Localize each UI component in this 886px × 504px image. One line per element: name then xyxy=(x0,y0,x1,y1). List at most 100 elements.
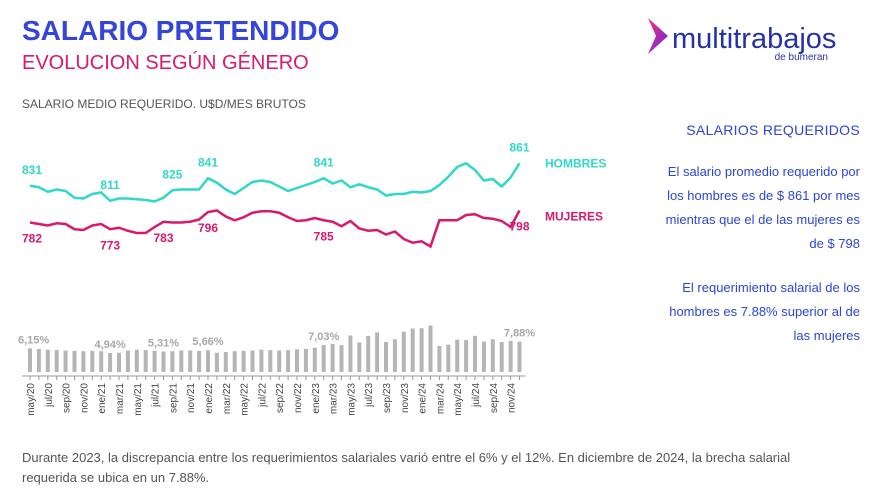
bar xyxy=(375,332,380,372)
bar xyxy=(401,331,406,372)
x-tick-label: nov/22 xyxy=(293,383,304,413)
bar xyxy=(481,341,486,372)
bar xyxy=(90,350,95,372)
x-tick-label: ene/24 xyxy=(418,383,429,414)
bar xyxy=(63,350,68,372)
series-line xyxy=(29,161,521,203)
bar xyxy=(152,350,157,372)
logo-icon xyxy=(648,18,668,54)
bar xyxy=(303,348,308,372)
bar xyxy=(45,349,50,372)
footer-note: Durante 2023, la discrepancia entre los … xyxy=(22,450,791,485)
logo-tagline: de bumeran xyxy=(775,52,828,63)
data-label: 841 xyxy=(198,155,218,169)
x-tick-label: may/24 xyxy=(453,383,464,416)
data-label: 773 xyxy=(100,238,120,252)
data-label: 5,66% xyxy=(192,336,223,348)
x-tick-label: mar/21 xyxy=(115,383,126,415)
bar xyxy=(437,345,442,372)
x-tick-label: may/20 xyxy=(26,383,37,416)
x-tick-label: nov/24 xyxy=(507,383,518,413)
bar xyxy=(366,335,371,372)
bar xyxy=(125,350,130,372)
bar xyxy=(321,344,326,372)
x-tick-label: may/23 xyxy=(346,383,357,416)
bar xyxy=(490,339,495,372)
data-label: 7,03% xyxy=(308,331,339,343)
x-tick-label: sep/23 xyxy=(382,383,393,413)
sidebar: SALARIOS REQUERIDOS El salario promedio … xyxy=(660,118,860,368)
bar xyxy=(419,328,424,372)
bar xyxy=(223,352,228,372)
sidebar-paragraph: El requerimiento salarial de los hombres… xyxy=(669,280,860,343)
bar xyxy=(232,351,237,372)
x-tick-label: nov/21 xyxy=(186,383,197,413)
x-tick-label: ene/22 xyxy=(204,383,215,414)
bar xyxy=(339,345,344,372)
logo-name: multitrabajos xyxy=(672,23,836,55)
bar xyxy=(286,350,291,372)
bar xyxy=(206,350,210,372)
sidebar-title: SALARIOS REQUERIDOS xyxy=(686,122,860,138)
bar xyxy=(161,351,166,372)
data-label: 861 xyxy=(509,140,529,154)
bar xyxy=(268,350,273,372)
data-label: 5,31% xyxy=(148,338,179,350)
data-label: 4,94% xyxy=(94,339,125,351)
bar xyxy=(179,350,184,372)
bar xyxy=(446,344,451,372)
x-tick-label: jul/21 xyxy=(151,383,162,408)
bar xyxy=(241,350,246,372)
legend-label: HOMBRES xyxy=(545,156,606,170)
data-label: 831 xyxy=(22,163,42,177)
data-label: 841 xyxy=(314,155,334,169)
bar xyxy=(99,351,104,372)
bar xyxy=(54,350,59,372)
subtitle: EVOLUCION SEGÚN GÉNERO xyxy=(22,51,309,74)
bar xyxy=(384,342,388,372)
bar xyxy=(499,342,504,372)
bar xyxy=(36,348,41,372)
bar xyxy=(28,348,32,372)
bar xyxy=(117,352,121,372)
x-tick-label: jul/22 xyxy=(257,383,268,408)
bar xyxy=(108,353,113,372)
bar xyxy=(357,342,362,372)
bar xyxy=(330,343,335,372)
data-label: 783 xyxy=(153,231,173,245)
data-label: 796 xyxy=(198,221,218,235)
bar xyxy=(188,350,193,372)
data-label: 785 xyxy=(314,229,334,243)
bar xyxy=(81,351,86,372)
x-tick-label: mar/24 xyxy=(435,383,446,415)
bar xyxy=(348,335,353,372)
data-label: 811 xyxy=(100,178,120,192)
data-label: 782 xyxy=(22,232,42,246)
x-tick-label: sep/22 xyxy=(275,383,286,413)
bar xyxy=(464,340,469,372)
x-tick-label: mar/23 xyxy=(329,383,340,415)
x-tick-label: may/21 xyxy=(133,383,144,416)
title: SALARIO PRETENDIDO xyxy=(22,15,339,46)
bar xyxy=(410,328,415,372)
bar xyxy=(259,349,264,372)
bar xyxy=(134,349,139,372)
data-label: 798 xyxy=(509,220,529,234)
bar xyxy=(72,350,77,372)
chart-title: SALARIO MEDIO REQUERIDO. U$D/MES BRUTOS xyxy=(22,97,306,111)
x-tick-label: may/22 xyxy=(240,383,251,416)
data-label: 7,88% xyxy=(504,328,535,340)
bar xyxy=(143,350,148,372)
x-tick-label: ene/21 xyxy=(97,383,108,414)
x-tick-label: sep/21 xyxy=(168,383,179,413)
x-tick-label: sep/24 xyxy=(489,383,500,413)
x-tick-label: jul/23 xyxy=(364,383,375,408)
bar xyxy=(214,352,219,372)
sidebar-paragraph: El salario promedio requerido por los ho… xyxy=(665,164,860,251)
data-label: 6,15% xyxy=(18,334,49,346)
x-tick-label: nov/23 xyxy=(400,383,411,413)
bar xyxy=(197,350,202,372)
x-tick-label: jul/24 xyxy=(471,383,482,408)
bar xyxy=(517,341,522,372)
